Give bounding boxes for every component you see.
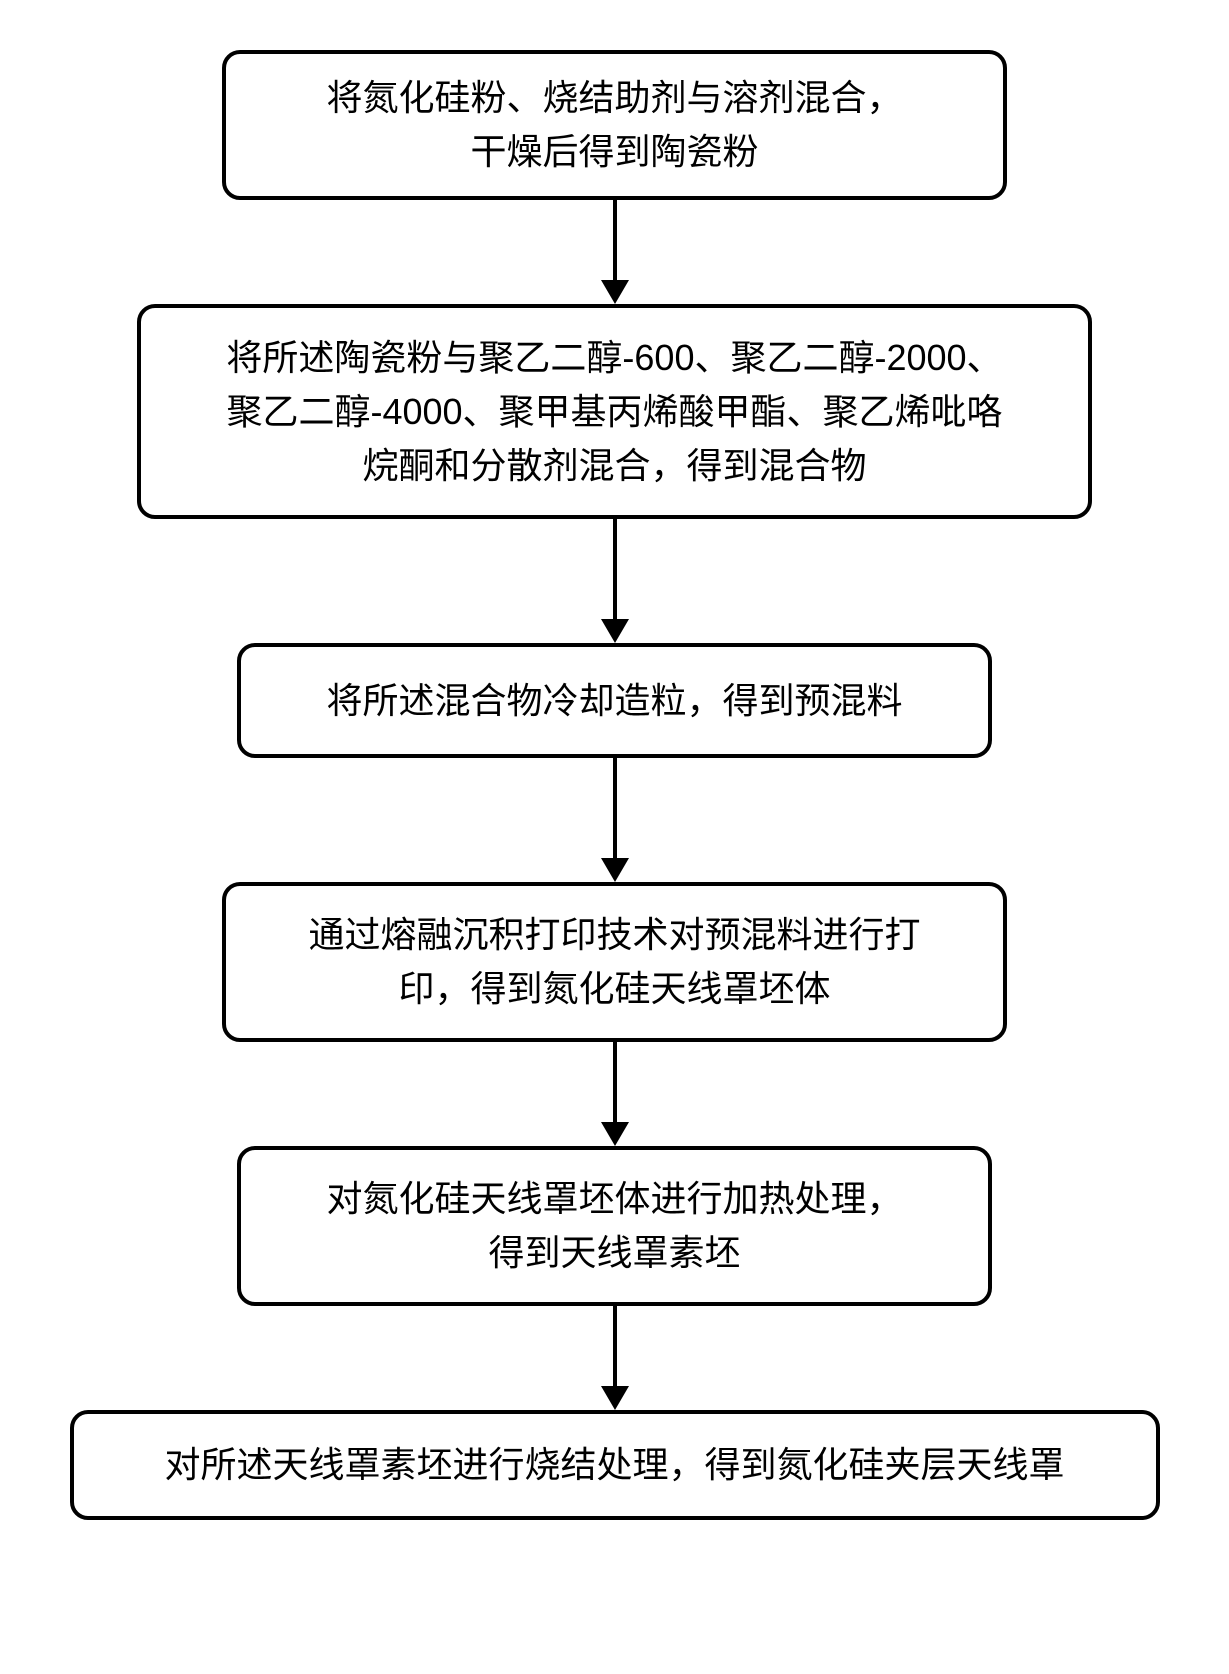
node-text: 将所述混合物冷却造粒，得到预混料 bbox=[326, 674, 902, 728]
arrow-head-icon bbox=[601, 1386, 629, 1410]
arrow-head-icon bbox=[601, 858, 629, 882]
node-text: 对所述天线罩素坯进行烧结处理，得到氮化硅夹层天线罩 bbox=[164, 1438, 1064, 1492]
flowchart-container: 将氮化硅粉、烧结助剂与溶剂混合，干燥后得到陶瓷粉 将所述陶瓷粉与聚乙二醇-600… bbox=[0, 50, 1229, 1520]
flowchart-node-step5: 对氮化硅天线罩坯体进行加热处理，得到天线罩素坯 bbox=[237, 1146, 992, 1306]
flowchart-node-step4: 通过熔融沉积打印技术对预混料进行打印，得到氮化硅天线罩坯体 bbox=[222, 882, 1007, 1042]
arrow-head-icon bbox=[601, 280, 629, 304]
arrow-line bbox=[613, 1042, 617, 1122]
flowchart-node-step3: 将所述混合物冷却造粒，得到预混料 bbox=[237, 643, 992, 758]
flowchart-arrow-1 bbox=[601, 200, 629, 304]
flowchart-arrow-4 bbox=[601, 1042, 629, 1146]
flowchart-node-step6: 对所述天线罩素坯进行烧结处理，得到氮化硅夹层天线罩 bbox=[70, 1410, 1160, 1520]
arrow-head-icon bbox=[601, 1122, 629, 1146]
arrow-line bbox=[613, 758, 617, 858]
flowchart-node-step2: 将所述陶瓷粉与聚乙二醇-600、聚乙二醇-2000、聚乙二醇-4000、聚甲基丙… bbox=[137, 304, 1092, 519]
arrow-line bbox=[613, 200, 617, 280]
flowchart-arrow-3 bbox=[601, 758, 629, 882]
arrow-line bbox=[613, 1306, 617, 1386]
node-text: 将所述陶瓷粉与聚乙二醇-600、聚乙二醇-2000、聚乙二醇-4000、聚甲基丙… bbox=[226, 331, 1002, 493]
arrow-head-icon bbox=[601, 619, 629, 643]
flowchart-arrow-5 bbox=[601, 1306, 629, 1410]
node-text: 通过熔融沉积打印技术对预混料进行打印，得到氮化硅天线罩坯体 bbox=[308, 908, 920, 1016]
flowchart-node-step1: 将氮化硅粉、烧结助剂与溶剂混合，干燥后得到陶瓷粉 bbox=[222, 50, 1007, 200]
node-text: 对氮化硅天线罩坯体进行加热处理，得到天线罩素坯 bbox=[326, 1172, 902, 1280]
flowchart-arrow-2 bbox=[601, 519, 629, 643]
arrow-line bbox=[613, 519, 617, 619]
node-text: 将氮化硅粉、烧结助剂与溶剂混合，干燥后得到陶瓷粉 bbox=[326, 71, 902, 179]
